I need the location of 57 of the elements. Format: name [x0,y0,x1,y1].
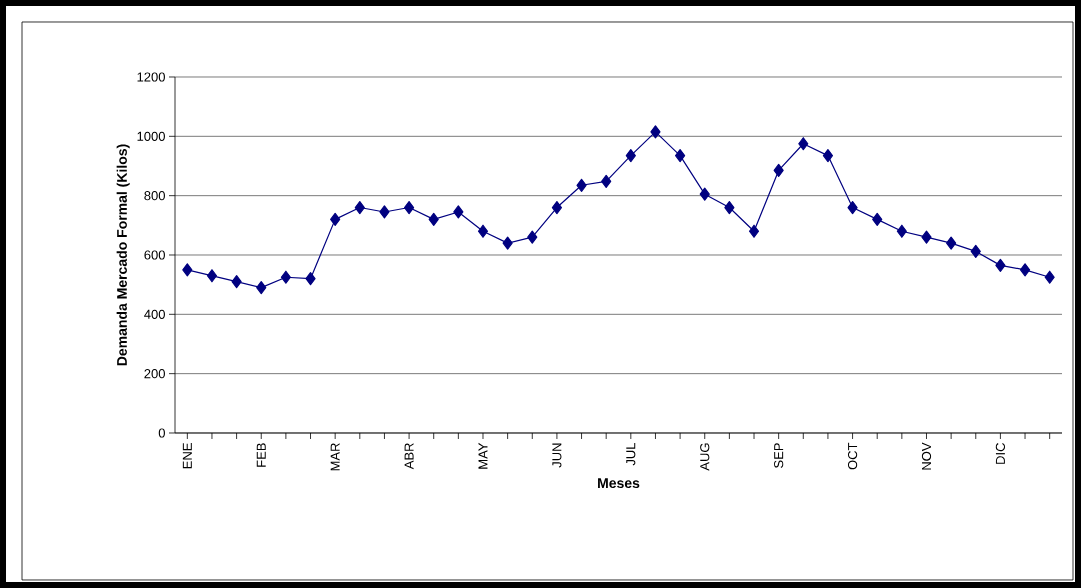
x-tick-label: OCT [847,442,858,470]
point [231,275,242,289]
point [280,270,291,284]
point [551,200,563,215]
x-tick-label: MAR [330,443,340,471]
x-tick-label: FEB [256,443,266,467]
point [1044,270,1055,284]
point [995,258,1006,272]
point [921,230,932,244]
x-tick-label: DIC [995,443,1005,464]
x-tick-label: AUG [700,443,710,471]
point [847,200,858,215]
point [354,200,365,215]
x-tick-label: JUN [552,443,562,468]
point [502,236,513,250]
point [206,269,218,283]
point [477,224,489,238]
point [527,230,538,244]
x-tick-label: ABR [404,443,414,470]
point [330,212,341,226]
point [970,244,981,259]
x-tick-label: MAY [478,442,488,469]
point [453,205,464,219]
x-tick-label: ENE [182,443,192,469]
point [428,212,439,226]
point [822,149,834,163]
point [403,200,415,215]
point [379,205,390,219]
y-tick-label: 1200 [137,72,165,82]
point [576,178,587,192]
x-tick-label: NOV [921,442,932,470]
y-tick-label: 800 [144,191,165,201]
point [748,224,760,238]
point [305,272,316,286]
point [625,149,636,163]
y-tick-label: 400 [144,309,165,319]
point [896,224,907,238]
x-tick-label: SEP [774,443,784,468]
point [724,200,735,215]
y-tick-label: 1000 [137,131,165,141]
y-tick-label: 0 [158,428,165,438]
y-axis-title: Demanda Mercado Formal (Kilos) [116,144,130,366]
point [182,263,193,277]
point [773,163,784,178]
x-axis-title: Meses [598,478,640,489]
point [675,149,686,163]
point [601,174,612,189]
point [798,137,809,151]
x-tick-label: JUL [626,442,636,466]
point [1019,263,1031,277]
point [256,281,267,295]
y-tick-label: 200 [144,369,165,379]
point [946,236,957,250]
y-tick-label: 600 [144,250,165,260]
point [650,125,661,139]
point [699,187,710,201]
point [872,212,883,226]
